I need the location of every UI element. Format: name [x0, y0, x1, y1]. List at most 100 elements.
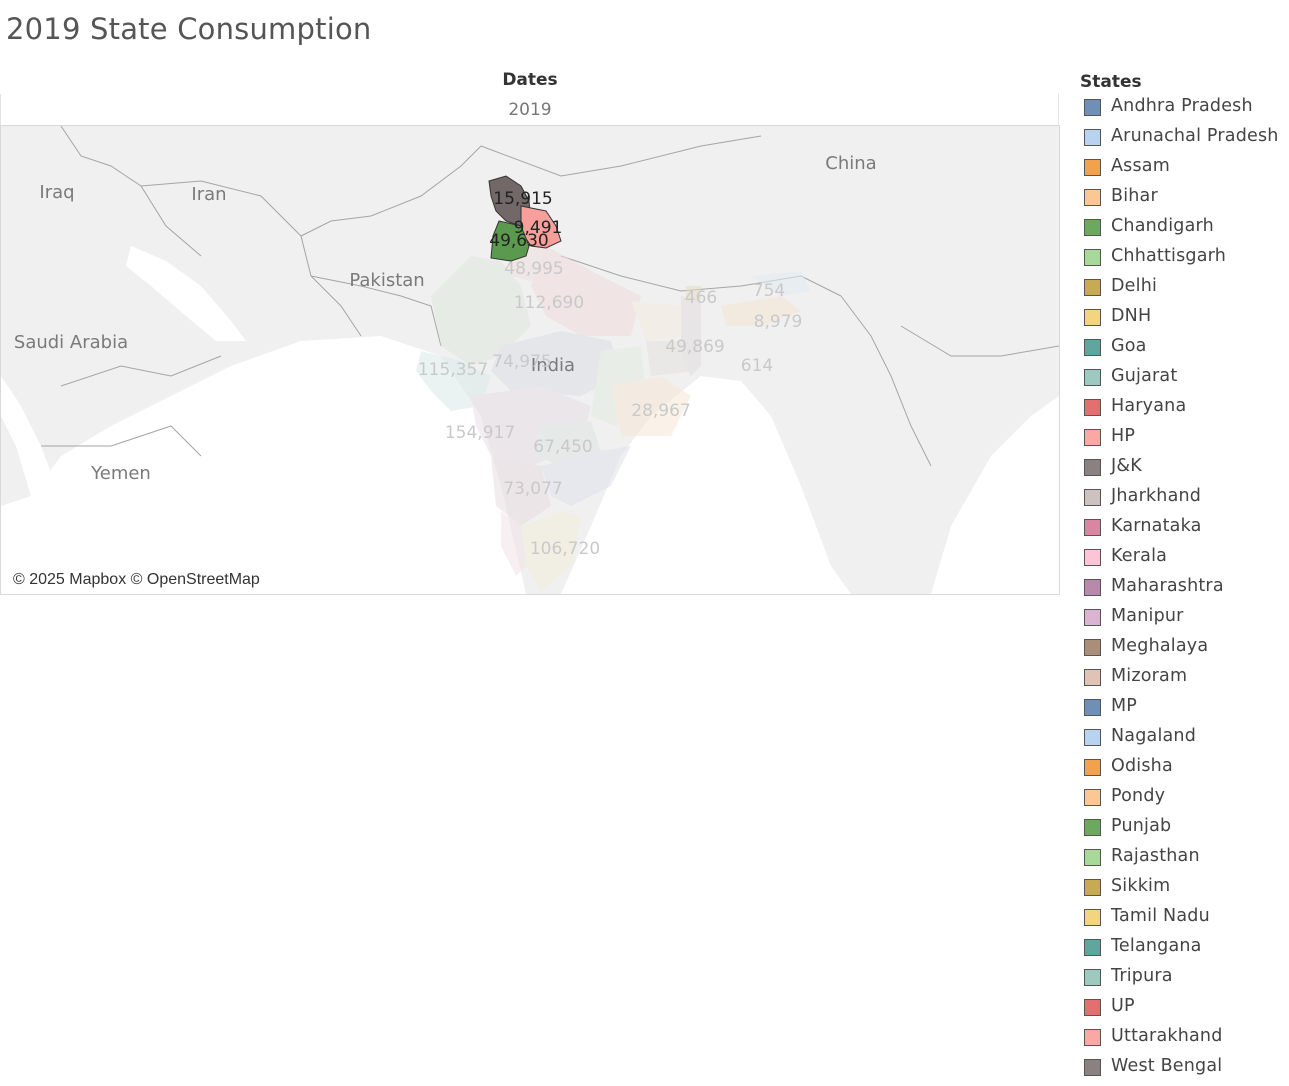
- legend-label: Andhra Pradesh: [1111, 96, 1253, 116]
- legend-item[interactable]: Assam: [1080, 156, 1289, 186]
- state-andhra: [541, 446, 631, 506]
- legend-label: J&K: [1111, 456, 1142, 476]
- legend-label: Goa: [1111, 336, 1147, 356]
- legend-item[interactable]: Chhattisgarh: [1080, 246, 1289, 276]
- legend-item[interactable]: Haryana: [1080, 396, 1289, 426]
- legend-label: Manipur: [1111, 606, 1184, 626]
- value-label-arunachal: 754: [753, 281, 785, 301]
- column-header-value[interactable]: 2019: [508, 100, 552, 120]
- legend-label: Haryana: [1111, 396, 1187, 416]
- legend-label: Meghalaya: [1111, 636, 1209, 656]
- legend-swatch: [1084, 159, 1101, 176]
- legend-item[interactable]: Gujarat: [1080, 366, 1289, 396]
- legend-swatch: [1084, 339, 1101, 356]
- legend-item[interactable]: Tripura: [1080, 966, 1289, 996]
- legend-swatch: [1084, 369, 1101, 386]
- legend-item[interactable]: Mizoram: [1080, 666, 1289, 696]
- value-label-punjab: 49,630: [489, 231, 548, 251]
- legend-item[interactable]: Chandigarh: [1080, 216, 1289, 246]
- legend-item[interactable]: Odisha: [1080, 756, 1289, 786]
- legend-item[interactable]: HP: [1080, 426, 1289, 456]
- legend-item[interactable]: Sikkim: [1080, 876, 1289, 906]
- state-bihar: [631, 301, 686, 341]
- legend-item[interactable]: Delhi: [1080, 276, 1289, 306]
- legend-swatch: [1084, 429, 1101, 446]
- legend-item[interactable]: Arunachal Pradesh: [1080, 126, 1289, 156]
- legend-swatch: [1084, 699, 1101, 716]
- value-label-karnataka: 73,077: [503, 479, 562, 499]
- map-view[interactable]: Iraq Iran Pakistan Saudi Arabia Yemen China In…: [0, 125, 1060, 595]
- india-states-faded: [416, 246, 811, 591]
- value-label-hp: 9,491: [514, 218, 563, 238]
- country-label-yemen: Yemen: [90, 463, 151, 484]
- state-sikkim: [686, 286, 701, 301]
- legend-swatch: [1084, 1059, 1101, 1076]
- value-label-west-bengal: 49,869: [665, 337, 724, 357]
- legend-item[interactable]: Goa: [1080, 336, 1289, 366]
- legend-label: Gujarat: [1111, 366, 1178, 386]
- legend-swatch: [1084, 669, 1101, 686]
- legend-label: Bihar: [1111, 186, 1158, 206]
- legend-item[interactable]: Telangana: [1080, 936, 1289, 966]
- legend-item[interactable]: Karnataka: [1080, 516, 1289, 546]
- country-label-china: China: [825, 153, 876, 174]
- legend-swatch: [1084, 459, 1101, 476]
- legend-label: Chhattisgarh: [1111, 246, 1227, 266]
- legend-item[interactable]: DNH: [1080, 306, 1289, 336]
- legend-label: UP: [1111, 996, 1135, 1016]
- map-canvas[interactable]: Iraq Iran Pakistan Saudi Arabia Yemen China In…: [1, 126, 1059, 594]
- legend-item[interactable]: J&K: [1080, 456, 1289, 486]
- legend-swatch: [1084, 489, 1101, 506]
- legend-label: MP: [1111, 696, 1138, 716]
- value-label-up: 112,690: [514, 293, 584, 313]
- country-label-pakistan: Pakistan: [349, 270, 424, 291]
- legend-item[interactable]: Punjab: [1080, 816, 1289, 846]
- legend-swatch: [1084, 909, 1101, 926]
- state-punjab[interactable]: [490, 220, 530, 262]
- legend-label: Jharkhand: [1111, 486, 1202, 506]
- legend-swatch: [1084, 729, 1101, 746]
- legend-item[interactable]: Tamil Nadu: [1080, 906, 1289, 936]
- legend-item[interactable]: Rajasthan: [1080, 846, 1289, 876]
- state-karnataka: [491, 456, 551, 526]
- legend-item[interactable]: Nagaland: [1080, 726, 1289, 756]
- legend-item[interactable]: Jharkhand: [1080, 486, 1289, 516]
- highlighted-states[interactable]: [488, 175, 562, 262]
- country-label-saudi-arabia: Saudi Arabia: [14, 332, 128, 353]
- legend-label: Sikkim: [1111, 876, 1171, 896]
- legend-label: Punjab: [1111, 816, 1172, 836]
- legend-item[interactable]: Andhra Pradesh: [1080, 96, 1289, 126]
- map-attribution[interactable]: © 2025 Mapbox © OpenStreetMap: [7, 570, 266, 590]
- value-label-odisha: 28,967: [631, 401, 690, 421]
- legend-label: Kerala: [1111, 546, 1168, 566]
- legend-item[interactable]: Manipur: [1080, 606, 1289, 636]
- legend-item[interactable]: West Bengal: [1080, 1056, 1289, 1086]
- legend-item[interactable]: UP: [1080, 996, 1289, 1026]
- state-tamil-nadu: [521, 511, 581, 591]
- legend-item[interactable]: Kerala: [1080, 546, 1289, 576]
- legend-item[interactable]: MP: [1080, 696, 1289, 726]
- legend-label: West Bengal: [1111, 1056, 1223, 1076]
- legend-item[interactable]: Bihar: [1080, 186, 1289, 216]
- country-borders: [41, 126, 1059, 467]
- country-label-iraq: Iraq: [39, 182, 74, 203]
- legend-items: Andhra Pradesh Arunachal Pradesh Assam Biha…: [1080, 96, 1289, 1086]
- legend-item[interactable]: Pondy: [1080, 786, 1289, 816]
- legend-swatch: [1084, 789, 1101, 806]
- legend-label: DNH: [1111, 306, 1152, 326]
- legend-swatch: [1084, 549, 1101, 566]
- legend-swatch: [1084, 219, 1101, 236]
- legend-label: Chandigarh: [1111, 216, 1214, 236]
- legend-item[interactable]: Uttarakhand: [1080, 1026, 1289, 1056]
- legend-label: Assam: [1111, 156, 1170, 176]
- state-telangana: [536, 421, 601, 466]
- legend-label: HP: [1111, 426, 1136, 446]
- legend-label: Telangana: [1111, 936, 1202, 956]
- legend-item[interactable]: Maharashtra: [1080, 576, 1289, 606]
- value-label-jk: 15,915: [493, 189, 552, 209]
- legend-label: Karnataka: [1111, 516, 1202, 536]
- legend-item[interactable]: Meghalaya: [1080, 636, 1289, 666]
- legend-swatch: [1084, 639, 1101, 656]
- legend-swatch: [1084, 579, 1101, 596]
